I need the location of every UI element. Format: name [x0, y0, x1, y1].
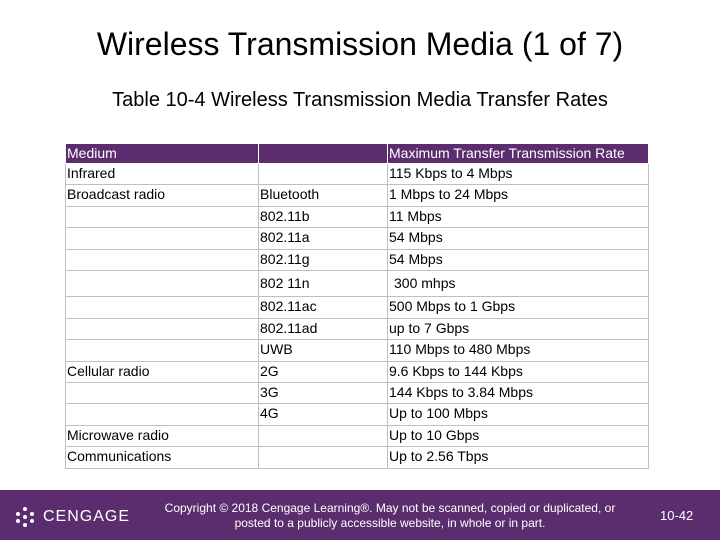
cell-standard: 2G	[258, 360, 388, 383]
transfer-rates-table: Medium Maximum Transfer Transmission Rat…	[65, 143, 649, 469]
table-caption: Table 10-4 Wireless Transmission Media T…	[112, 89, 608, 111]
header-medium: Medium	[65, 143, 259, 164]
cell-rate: 11 Mbps	[387, 205, 649, 229]
table-row: Communications Up to 2.56 Tbps	[65, 446, 649, 469]
slide-title: Wireless Transmission Media (1 of 7)	[96, 26, 624, 62]
header-max-rate: Maximum Transfer Transmission Rate	[387, 143, 649, 164]
cell-medium	[65, 270, 259, 298]
table-row: 802.11b 11 Mbps	[65, 205, 649, 229]
cell-standard: 802.11ac	[258, 296, 388, 319]
cell-rate: 1 Mbps to 24 Mbps	[387, 184, 649, 207]
table-row: Microwave radio Up to 10 Gbps	[65, 424, 649, 448]
table-row: UWB 110 Mbps to 480 Mbps	[65, 339, 649, 362]
cell-medium	[65, 317, 259, 341]
cell-rate: Up to 100 Mbps	[387, 403, 649, 426]
table-row: Broadcast radio Bluetooth 1 Mbps to 24 Mbp…	[65, 184, 649, 207]
cell-medium	[65, 248, 259, 272]
cell-medium	[65, 205, 259, 229]
table-row: Cellular radio 2G 9.6 Kbps to 144 Kbps	[65, 360, 649, 383]
cell-standard: 3G	[258, 381, 388, 405]
cell-rate: 115 Kbps to 4 Mbps	[387, 162, 649, 186]
cell-medium: Cellular radio	[65, 360, 259, 383]
cell-rate: 300 mhps	[387, 270, 649, 298]
table-row: 802.11g 54 Mbps	[65, 248, 649, 272]
cell-standard: 802.11b	[258, 205, 388, 229]
cell-standard: 802.11a	[258, 227, 388, 250]
cell-rate: Up to 2.56 Tbps	[387, 446, 649, 469]
cell-rate: Up to 10 Gbps	[387, 424, 649, 448]
table-header-row: Medium Maximum Transfer Transmission Rat…	[65, 143, 649, 164]
table-row: 802 11n 300 mhps	[65, 270, 649, 298]
cell-standard: Bluetooth	[258, 184, 388, 207]
cell-medium: Communications	[65, 446, 259, 469]
cell-medium	[65, 227, 259, 250]
cell-standard	[258, 162, 388, 186]
cengage-logo: CENGAGE	[13, 506, 130, 528]
cell-standard: 802.11ad	[258, 317, 388, 341]
header-standard	[258, 143, 388, 164]
cengage-mark-icon	[16, 507, 34, 527]
cell-standard: UWB	[258, 339, 388, 362]
cell-rate: 54 Mbps	[387, 248, 649, 272]
cell-medium	[65, 381, 259, 405]
cell-rate: up to 7 Gbps	[387, 317, 649, 341]
cell-rate: 54 Mbps	[387, 227, 649, 250]
cell-medium: Infrared	[65, 162, 259, 186]
cell-medium: Microwave radio	[65, 424, 259, 448]
table-row: 802.11a 54 Mbps	[65, 227, 649, 250]
table-row: 802.11ac 500 Mbps to 1 Gbps	[65, 296, 649, 319]
cell-rate: 144 Kbps to 3.84 Mbps	[387, 381, 649, 405]
cell-medium: Broadcast radio	[65, 184, 259, 207]
cell-medium	[65, 339, 259, 362]
cell-rate: 500 Mbps to 1 Gbps	[387, 296, 649, 319]
cell-medium	[65, 403, 259, 426]
table-row: 4G Up to 100 Mbps	[65, 403, 649, 426]
cell-rate: 9.6 Kbps to 144 Kbps	[387, 360, 649, 383]
logo-text: CENGAGE	[43, 508, 131, 525]
table-row: 802.11ad up to 7 Gbps	[65, 317, 649, 341]
footer-bar: CENGAGE Copyright © 2018 Cengage Learnin…	[0, 490, 720, 540]
cell-standard: 4G	[258, 403, 388, 426]
cell-standard: 802.11g	[258, 248, 388, 272]
cell-standard: 802 11n	[258, 270, 388, 298]
table-row: Infrared 115 Kbps to 4 Mbps	[65, 162, 649, 186]
cell-medium	[65, 296, 259, 319]
cell-rate: 110 Mbps to 480 Mbps	[387, 339, 649, 362]
cell-standard	[258, 446, 388, 469]
table-row: 3G 144 Kbps to 3.84 Mbps	[65, 381, 649, 405]
copyright-notice: Copyright © 2018 Cengage Learning®. May …	[164, 501, 616, 530]
cell-standard	[258, 424, 388, 448]
page-number: 10-42	[660, 508, 694, 523]
